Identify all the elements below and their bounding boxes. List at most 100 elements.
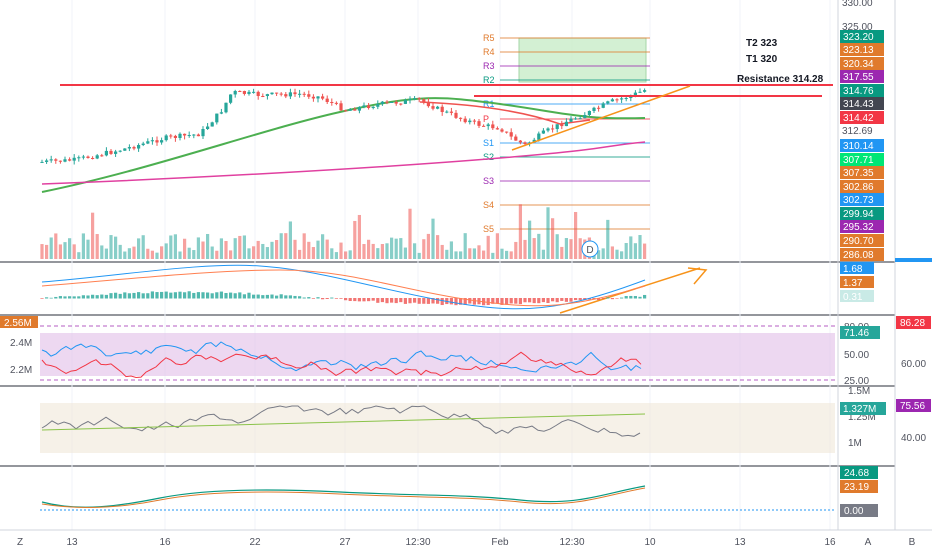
candle-body xyxy=(574,118,578,120)
macd-histogram-bar xyxy=(463,298,467,305)
volume-bar xyxy=(532,238,536,259)
volume-bar xyxy=(270,241,274,259)
auto-scale-button[interactable]: A xyxy=(865,537,872,548)
volume-bar xyxy=(302,233,306,259)
time-tick: 12:30 xyxy=(559,537,584,548)
macd-histogram-bar xyxy=(344,298,348,301)
volume-bar xyxy=(569,239,573,259)
log-scale-button[interactable]: B xyxy=(909,537,916,548)
price-badge-label: 314.43 xyxy=(843,99,874,110)
volume-bar xyxy=(394,238,398,259)
candle-body xyxy=(348,109,352,111)
candle-body xyxy=(532,139,536,143)
candle-body xyxy=(284,94,288,97)
price-axis[interactable]: 330.00 325.00 312.69 323.20 323.13 320.34 317.… xyxy=(0,0,932,517)
macd-histogram-bar xyxy=(523,298,527,303)
candle-body xyxy=(620,98,624,100)
candle-body xyxy=(449,111,453,113)
macd-histogram-bar xyxy=(316,297,320,299)
dividend-marker xyxy=(581,240,599,258)
time-axis-button[interactable]: Z xyxy=(17,537,23,548)
price-badge-label: 286.08 xyxy=(843,250,874,261)
candle-body xyxy=(459,117,463,119)
macd-histogram-bar xyxy=(178,291,182,299)
macd-badge-label: 0.31 xyxy=(843,292,863,303)
rsi-left-tick: 2.2M xyxy=(10,365,32,376)
candle-body xyxy=(440,106,444,112)
candle-body xyxy=(334,102,338,104)
candle-body xyxy=(638,91,642,93)
volume-bar xyxy=(321,234,325,259)
macd-histogram-bar xyxy=(311,298,315,299)
candle-body xyxy=(164,135,168,141)
macd-histogram-bar xyxy=(491,298,495,304)
candle-body xyxy=(215,113,219,123)
price-badge xyxy=(840,57,884,70)
candle-body xyxy=(91,157,95,159)
macd-histogram-bar xyxy=(321,298,325,300)
candle-body xyxy=(468,120,472,123)
macd-histogram-bar xyxy=(376,298,380,303)
price-badge-label: 314.76 xyxy=(843,86,874,97)
volume-bar xyxy=(150,250,154,259)
volume-bar xyxy=(615,249,619,259)
candle-body xyxy=(371,106,375,108)
macd-histogram-bar xyxy=(100,294,104,299)
osc-signal-line xyxy=(41,413,646,431)
candle-body xyxy=(247,91,251,94)
volume-bar xyxy=(40,244,44,259)
candle-body xyxy=(40,161,44,163)
candle-body xyxy=(114,151,118,154)
candle-body xyxy=(233,90,237,95)
volume-bar xyxy=(620,251,624,259)
candle-body xyxy=(178,133,182,138)
macd-badge-label: 1.68 xyxy=(843,264,863,275)
candle-body xyxy=(523,142,527,145)
time-tick: 13 xyxy=(734,537,746,548)
volume-bar xyxy=(141,235,145,259)
macd-histogram-bar xyxy=(394,298,398,304)
macd-histogram-bar xyxy=(615,298,619,299)
candle-body xyxy=(330,101,334,103)
candle-body xyxy=(206,126,210,129)
macd-histogram-bar xyxy=(164,291,168,299)
candle-body xyxy=(275,92,279,94)
candle-body xyxy=(183,133,187,136)
candle-body xyxy=(265,94,269,97)
volume-bar xyxy=(155,252,159,259)
volume-bar xyxy=(638,235,642,259)
macd-histogram-bar xyxy=(72,296,76,299)
volume-bar xyxy=(445,249,449,259)
price-badge-label: 290.70 xyxy=(843,236,874,247)
macd-histogram-bar xyxy=(224,293,228,299)
volume-bar xyxy=(275,240,279,259)
candle-body xyxy=(643,90,647,92)
macd-histogram-bar xyxy=(362,298,366,302)
candle-body xyxy=(72,157,76,161)
macd-histogram-bar xyxy=(436,298,440,304)
volume-bar xyxy=(132,246,136,259)
candle-body xyxy=(422,99,426,102)
rsi-volume-line xyxy=(41,351,642,379)
annotation-t2: T2 323 xyxy=(746,38,778,49)
macd-histogram-bar xyxy=(233,293,237,299)
macd-histogram-bar xyxy=(569,298,573,302)
volume-bar xyxy=(330,248,334,259)
macd-histogram-bar xyxy=(187,291,191,299)
volume-bar xyxy=(353,220,357,259)
candle-body xyxy=(293,92,297,95)
candle-body xyxy=(261,96,265,98)
macd-badge xyxy=(840,290,874,302)
time-axis[interactable]: 13 16 22 27 12:30 Feb 12:30 10 13 16 Z A B xyxy=(17,537,916,548)
price-badge-label: 307.71 xyxy=(843,155,874,166)
candle-body xyxy=(541,130,545,134)
candle-body xyxy=(104,150,108,156)
macd-histogram-bar xyxy=(150,291,154,299)
candle-body xyxy=(307,94,311,97)
candle-body xyxy=(587,110,591,115)
macd-histogram-bar xyxy=(357,298,361,302)
adx-pane xyxy=(40,485,835,511)
macd-histogram-bar xyxy=(643,294,647,299)
candle-body xyxy=(472,120,476,122)
